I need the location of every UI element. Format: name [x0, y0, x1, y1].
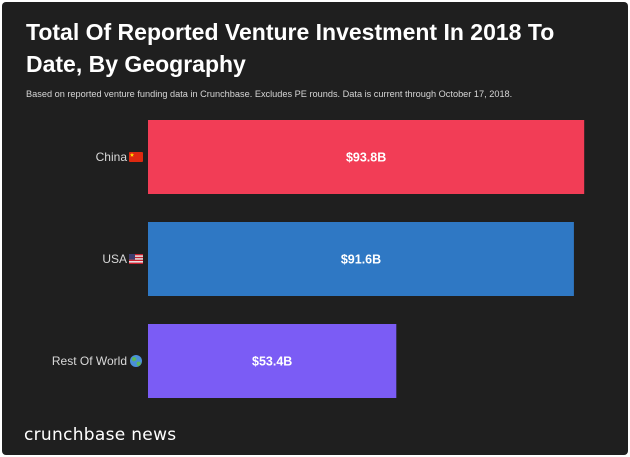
bar [148, 222, 574, 296]
globe-icon [130, 355, 142, 367]
bar-value-label: $53.4B [252, 355, 292, 369]
category-label: USA [102, 252, 127, 266]
china-flag-icon [129, 152, 143, 162]
bar-value-label: $91.6B [341, 253, 381, 267]
bar [148, 120, 585, 194]
category-label: China [96, 150, 128, 164]
bar-value-label: $93.8B [346, 151, 386, 165]
brand-logo: crunchbase news [24, 425, 177, 445]
category-label: Rest Of World [52, 354, 127, 368]
chart-subtitle: Based on reported venture funding data i… [26, 89, 513, 99]
usa-flag-icon [129, 254, 143, 264]
chart-title: Total Of Reported Venture Investment In … [26, 19, 555, 77]
bar [148, 324, 397, 398]
